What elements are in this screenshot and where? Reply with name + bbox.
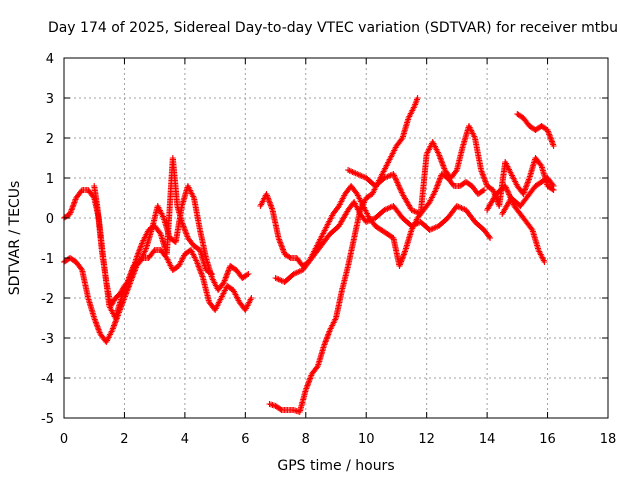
y-tick-label: -4 [41,372,54,387]
y-tick-label: 3 [46,92,54,107]
plot-frame [63,57,609,419]
y-tick-label: -2 [41,292,54,307]
y-tick-label: -3 [41,332,54,347]
y-tick-label: 1 [46,172,54,187]
series-track-10 [499,175,557,217]
x-tick-label: 14 [479,432,496,447]
plus-markers [266,95,421,415]
y-tick-label: -5 [41,412,54,427]
y-tick-label: 0 [46,212,54,227]
series-track-3 [91,155,216,309]
y-tick-label: -1 [41,252,54,267]
series-track-5 [272,199,494,285]
y-tick-label: 2 [46,132,54,147]
x-tick-label: 16 [539,432,556,447]
data-series [61,95,557,415]
plus-markers [61,247,255,345]
grid [64,58,608,418]
plus-markers [484,183,548,265]
x-axis-label: GPS time / hours [277,458,394,474]
series-track-8 [514,111,557,149]
chart-title: Day 174 of 2025, Sidereal Day-to-day VTE… [48,20,618,36]
plus-markers [499,175,557,217]
series-track-9 [484,183,548,265]
plus-markers [91,155,216,309]
x-tick-label: 12 [418,432,435,447]
x-tick-label: 18 [600,432,617,447]
series-track-6 [266,95,421,415]
x-tick-label: 6 [241,432,249,447]
plus-markers [272,199,494,285]
y-tick-label: 4 [46,52,54,67]
x-tick-label: 8 [302,432,310,447]
x-tick-label: 4 [181,432,189,447]
plus-markers [514,111,557,149]
x-tick-label: 10 [358,432,375,447]
x-tick-label: 0 [60,432,68,447]
y-axis-label: SDTVAR / TECUs [7,181,23,296]
x-tick-label: 2 [120,432,128,447]
series-track-2 [61,247,255,345]
